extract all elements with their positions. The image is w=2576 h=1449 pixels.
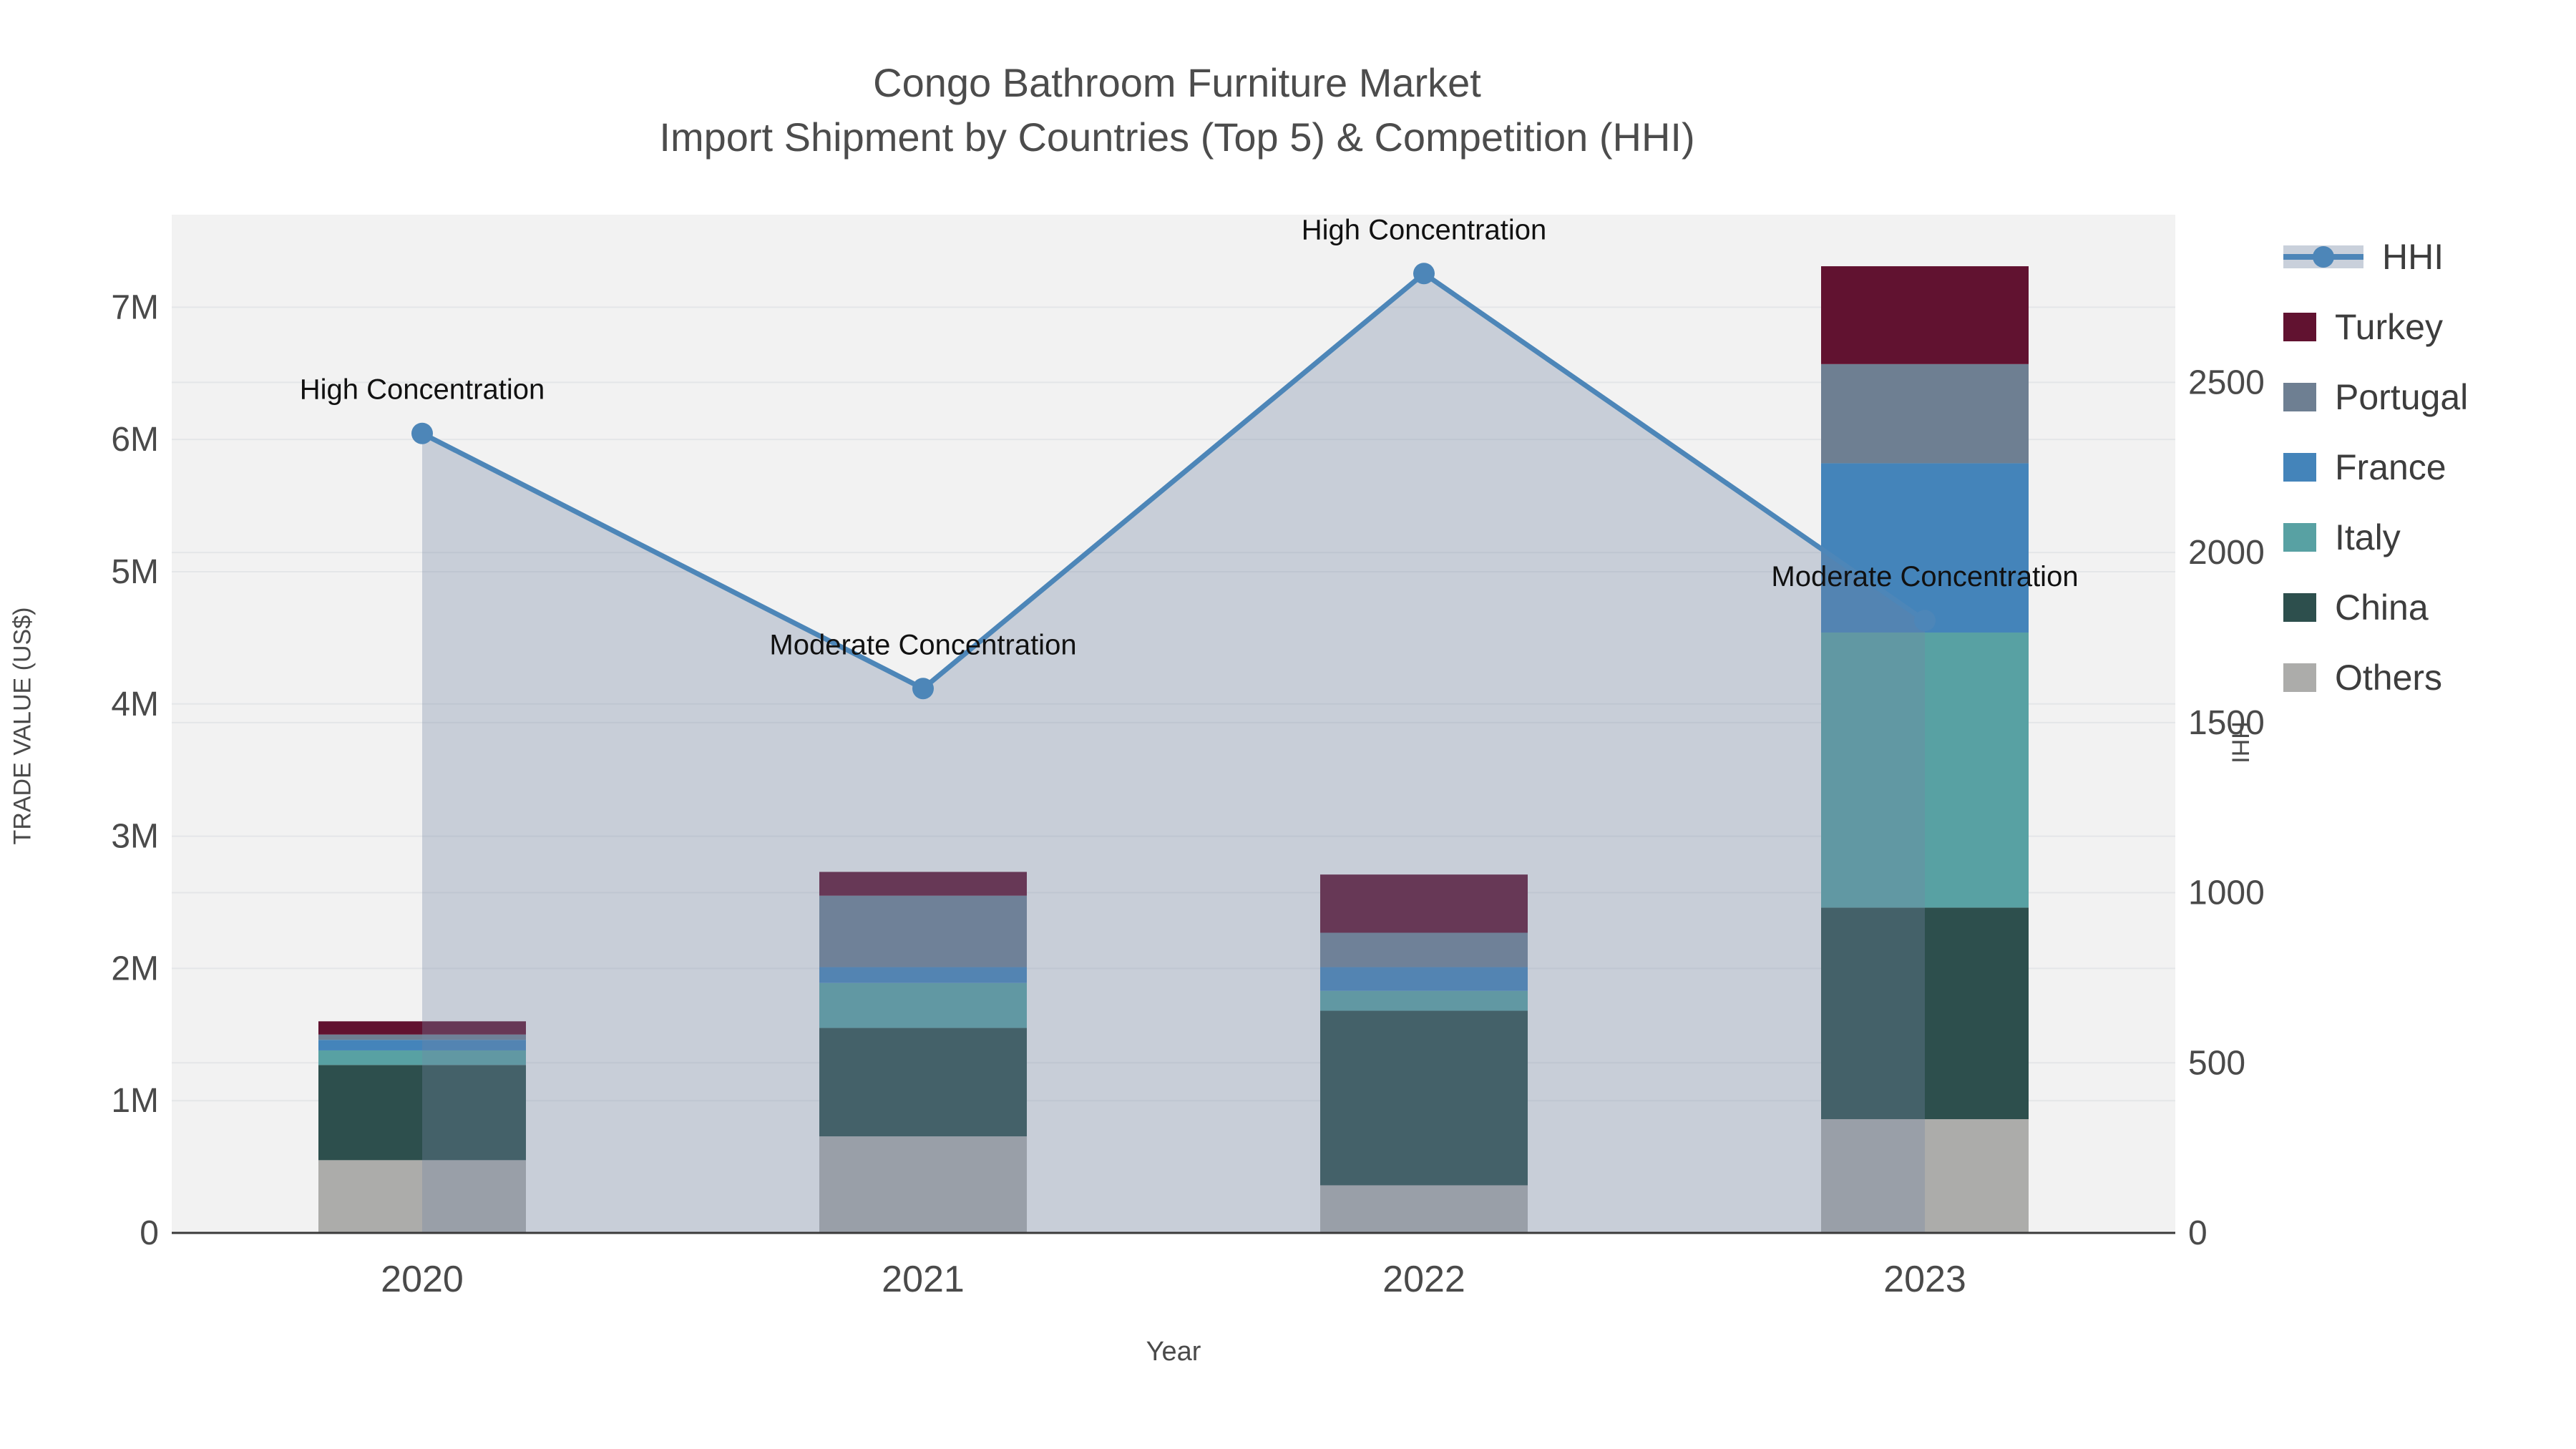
legend-item-others[interactable]: Others: [2283, 658, 2468, 698]
bar-segment-china-2020[interactable]: [318, 1065, 526, 1161]
x-tick-2020[interactable]: 2020: [381, 1259, 464, 1300]
y-tick-5M: 5M: [111, 553, 159, 591]
y2-axis-title: HHI: [2226, 721, 2254, 763]
bar-segment-italy-2021[interactable]: [819, 982, 1027, 1028]
bar-segment-turkey-2023[interactable]: [1821, 266, 2029, 364]
legend-label-turkey: Turkey: [2335, 307, 2443, 347]
bar-segment-china-2023[interactable]: [1821, 907, 2029, 1120]
legend-hhi-marker: [2313, 246, 2334, 268]
legend-label-china: China: [2335, 587, 2429, 628]
hhi-line: [421, 270, 1926, 692]
bar-segment-france-2020[interactable]: [318, 1040, 526, 1050]
legend-hhi-line-swatch: [2283, 245, 2363, 268]
bar-segment-turkey-2022[interactable]: [1320, 874, 1528, 933]
legend: HHI Turkey Portugal France Italy China Others: [2279, 233, 2476, 701]
chart-title-line1: Congo Bathroom Furniture Market: [873, 60, 1481, 105]
bar-segment-china-2021[interactable]: [819, 1028, 1027, 1137]
legend-label-italy: Italy: [2335, 517, 2401, 557]
hhi-area-fill: [422, 273, 1925, 1233]
y-tick-0: 0: [140, 1214, 159, 1252]
legend-swatch-italy: [2283, 523, 2316, 552]
bar-segment-turkey-2020[interactable]: [318, 1021, 526, 1035]
y2-tick-1500: 1500: [2188, 704, 2265, 742]
legend-item-italy[interactable]: Italy: [2283, 517, 2468, 557]
legend-swatch-turkey: [2283, 313, 2316, 341]
hhi-marker-2020[interactable]: [411, 422, 433, 444]
bar-segment-france-2021[interactable]: [819, 967, 1027, 983]
chart-title-line2: Import Shipment by Countries (Top 5) & C…: [659, 114, 1695, 160]
y-tick-4M: 4M: [111, 686, 159, 723]
x-axis-title: Year: [1146, 1337, 1201, 1367]
bar-segment-portugal-2022[interactable]: [1320, 932, 1528, 967]
y2-tick-1000: 1000: [2188, 874, 2265, 912]
annotation-2022: High Concentration: [1302, 214, 1546, 245]
bar-segment-others-2020[interactable]: [318, 1160, 526, 1233]
legend-label-france: France: [2335, 447, 2446, 487]
bar-segment-france-2022[interactable]: [1320, 967, 1528, 991]
bar-segment-portugal-2021[interactable]: [819, 895, 1027, 967]
bar-segment-others-2022[interactable]: [1320, 1185, 1528, 1233]
bar-segment-italy-2023[interactable]: [1821, 632, 2029, 908]
legend-swatch-others: [2283, 663, 2316, 692]
legend-label-portugal: Portugal: [2335, 377, 2469, 417]
y2-tick-500: 500: [2188, 1044, 2245, 1082]
x-tick-2021[interactable]: 2021: [882, 1259, 965, 1300]
y2-tick-2000: 2000: [2188, 534, 2265, 572]
bar-segment-portugal-2020[interactable]: [318, 1034, 526, 1040]
bar-segment-portugal-2023[interactable]: [1821, 364, 2029, 464]
bar-segment-china-2022[interactable]: [1320, 1010, 1528, 1186]
bar-segment-turkey-2021[interactable]: [819, 872, 1027, 896]
x-tick-2022[interactable]: 2022: [1382, 1259, 1465, 1300]
y-tick-6M: 6M: [111, 421, 159, 459]
legend-swatch-portugal: [2283, 383, 2316, 411]
legend-label-others: Others: [2335, 658, 2443, 698]
chart-title: Congo Bathroom Furniture Market Import S…: [0, 56, 2354, 165]
bar-segment-italy-2022[interactable]: [1320, 990, 1528, 1011]
y2-tick-2500: 2500: [2188, 364, 2265, 401]
bar-segment-others-2023[interactable]: [1821, 1119, 2029, 1233]
y2-tick-0: 0: [2188, 1214, 2207, 1252]
legend-swatch-china: [2283, 593, 2316, 622]
legend-label-hhi: HHI: [2382, 237, 2444, 277]
legend-item-france[interactable]: France: [2283, 447, 2468, 487]
legend-item-china[interactable]: China: [2283, 587, 2468, 628]
legend-swatch-france: [2283, 453, 2316, 482]
legend-item-hhi[interactable]: HHI: [2283, 237, 2468, 277]
hhi-marker-2021[interactable]: [912, 678, 934, 700]
legend-item-portugal[interactable]: Portugal: [2283, 377, 2469, 417]
bar-segment-others-2021[interactable]: [819, 1136, 1027, 1233]
annotation-2020: High Concentration: [300, 374, 545, 406]
legend-item-turkey[interactable]: Turkey: [2283, 307, 2468, 347]
hhi-marker-2023[interactable]: [1914, 610, 1936, 632]
y-axis-title: TRADE VALUE (US$): [9, 607, 36, 845]
y-tick-2M: 2M: [111, 950, 159, 987]
bar-segment-france-2023[interactable]: [1821, 463, 2029, 633]
annotation-2023: Moderate Concentration: [1771, 561, 2078, 592]
y-tick-7M: 7M: [111, 288, 159, 326]
annotation-2021: Moderate Concentration: [769, 629, 1076, 660]
y-tick-3M: 3M: [111, 818, 159, 856]
x-tick-2023[interactable]: 2023: [1883, 1259, 1966, 1300]
y-tick-1M: 1M: [111, 1082, 159, 1120]
hhi-marker-2022[interactable]: [1413, 263, 1435, 285]
bar-segment-italy-2020[interactable]: [318, 1050, 526, 1065]
